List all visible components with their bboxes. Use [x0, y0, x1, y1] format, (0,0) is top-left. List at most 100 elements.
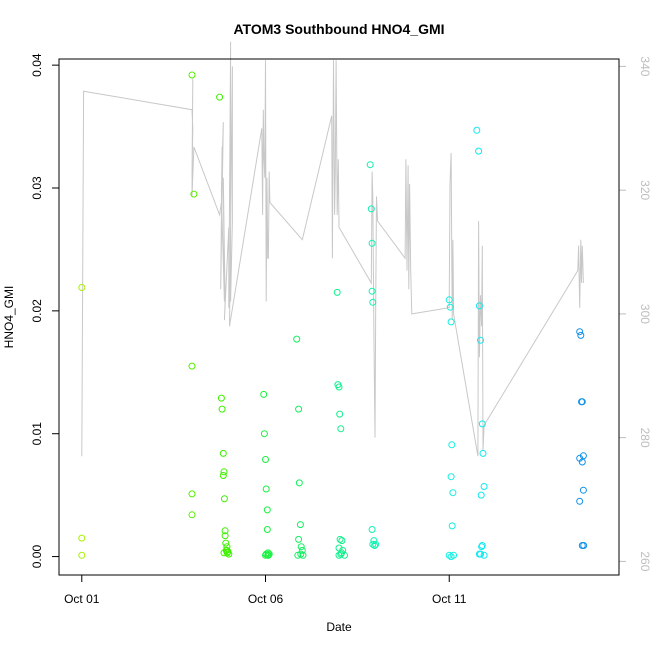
y-tick-label: 0.04 — [30, 53, 44, 77]
scatter-point — [335, 383, 343, 391]
x-axis-label: Date — [326, 620, 352, 634]
scatter-point — [371, 542, 379, 549]
scatter-point — [477, 336, 484, 344]
scatter-point — [447, 473, 455, 481]
scatter-point — [262, 551, 269, 559]
scatter-point — [448, 441, 456, 449]
scatter-point — [369, 298, 377, 306]
scatter-point — [477, 491, 485, 499]
scatter-point — [260, 430, 268, 438]
scatter-point — [446, 303, 454, 311]
secondary-series-line — [81, 41, 584, 457]
scatter-point — [221, 532, 229, 540]
scatter-point — [188, 362, 196, 370]
scatter-point — [293, 335, 301, 343]
scatter-point — [295, 535, 303, 543]
scatter-point — [480, 551, 488, 559]
scatter-point — [478, 542, 486, 549]
scatter-point — [295, 405, 303, 413]
scatter-point — [336, 410, 344, 418]
scatter-point — [337, 425, 345, 433]
x-tick-label: Oct 11 — [432, 592, 467, 606]
scatter-point — [338, 549, 346, 557]
chart-title: ATOM3 Southbound HNO4_GMI — [233, 21, 444, 37]
y-tick-label: 0.03 — [30, 176, 44, 200]
scatter-point — [297, 543, 305, 551]
scatter-point — [220, 468, 228, 476]
scatter-point — [475, 550, 483, 558]
y2-tick-label: 280 — [638, 428, 650, 448]
scatter-point — [216, 93, 224, 101]
scatter-point — [333, 288, 341, 296]
scatter-point — [220, 549, 228, 557]
scatter-point — [577, 331, 585, 339]
scatter-point — [264, 551, 272, 559]
scatter-point — [188, 511, 196, 519]
scatter-point — [370, 537, 378, 545]
scatter-point — [445, 296, 453, 304]
scatter-point — [218, 405, 226, 413]
scatter-point — [295, 479, 303, 487]
scatter-point — [367, 205, 375, 213]
scatter-point — [297, 550, 305, 558]
scatter-point — [480, 483, 488, 490]
scatter-point — [475, 147, 483, 155]
scatter-point — [478, 543, 486, 551]
scatter-point — [445, 551, 453, 559]
scatter-point — [448, 522, 456, 530]
scatter-point — [479, 449, 487, 457]
scatter-point — [366, 161, 374, 169]
scatter-point — [447, 553, 455, 561]
x-tick-label: Oct 01 — [64, 592, 100, 606]
scatter-point — [475, 302, 483, 310]
scatter-point — [190, 190, 198, 198]
y2-tick-label: 300 — [638, 304, 650, 324]
scatter-point — [580, 542, 588, 549]
scatter-point — [576, 328, 584, 336]
scatter-point — [298, 546, 306, 554]
scatter-point — [368, 287, 376, 295]
scatter-point — [78, 534, 86, 542]
scatter-points-layer — [78, 71, 588, 561]
y-tick-label: 0.01 — [30, 422, 44, 446]
scatter-point — [219, 449, 227, 457]
scatter-point — [473, 126, 481, 134]
plot-frame — [58, 58, 620, 576]
scatter-point — [296, 521, 304, 529]
scatter-point — [225, 550, 233, 558]
x-tick-label: Oct 06 — [248, 592, 284, 606]
scatter-point — [263, 526, 271, 533]
y2-tick-label: 340 — [638, 56, 650, 76]
scatter-point — [263, 506, 271, 514]
scatter-point — [260, 390, 268, 398]
scatter-point — [78, 284, 86, 291]
y-tick-label: 0.02 — [30, 299, 44, 323]
secondary-line-layer — [81, 41, 584, 457]
scatter-point — [262, 456, 269, 463]
scatter-point — [217, 394, 225, 402]
scatter-point — [188, 490, 196, 498]
scatter-point — [478, 420, 486, 428]
scatter-point — [336, 535, 344, 543]
y2-tick-label: 320 — [638, 180, 650, 200]
axes-layer: 0.00 0.01 0.02 0.03 0.04 260 280 300 320 340 Oct 0… — [30, 53, 650, 606]
scatter-point — [221, 527, 229, 535]
y-axis-label: HNO4_GMI — [2, 286, 16, 349]
scatter-point — [220, 495, 228, 503]
scatter-point — [449, 489, 457, 497]
scatter-point — [338, 537, 346, 545]
scatter-point — [368, 526, 376, 533]
scatter-point — [447, 318, 455, 326]
scatter-point — [78, 551, 86, 559]
scatter-point — [222, 539, 230, 547]
scatter-point — [372, 540, 380, 548]
scatter-point — [265, 550, 273, 558]
scatter-point — [223, 543, 231, 551]
scatter-point — [262, 550, 270, 558]
y-tick-label: 0.00 — [30, 545, 44, 569]
scatter-point — [188, 71, 196, 79]
y2-tick-label: 260 — [638, 551, 650, 571]
scatter-point — [579, 486, 587, 494]
scatter-point — [578, 458, 586, 466]
